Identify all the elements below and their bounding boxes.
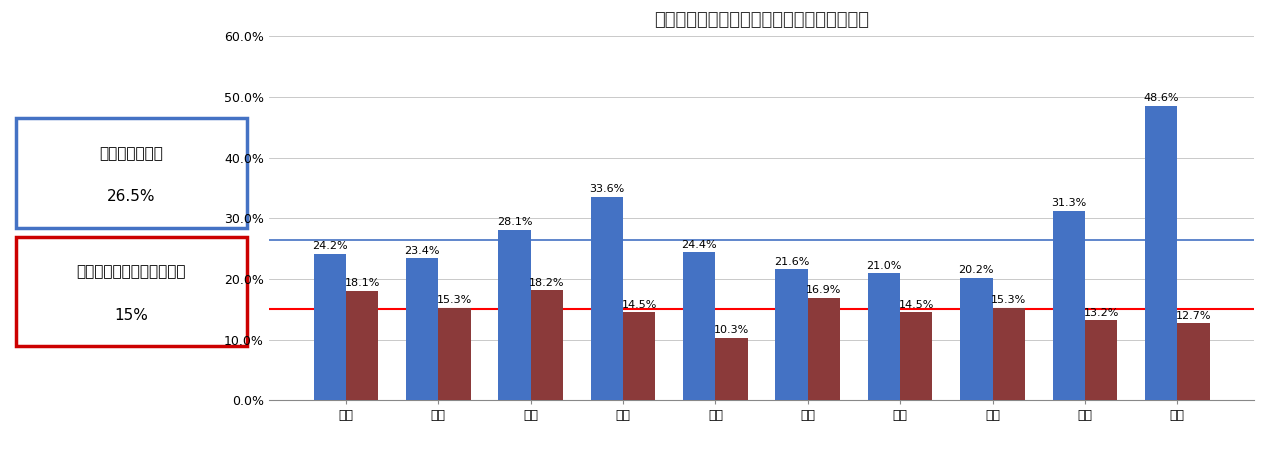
Text: 21.6%: 21.6% (774, 257, 809, 267)
Text: 20.2%: 20.2% (959, 265, 995, 275)
Text: 24.4%: 24.4% (681, 240, 717, 250)
Bar (346, 291, 379, 400)
Bar (1085, 320, 1117, 400)
Text: 10.3%: 10.3% (714, 325, 749, 335)
Bar (623, 313, 655, 400)
Bar (808, 298, 840, 400)
Text: 14.5%: 14.5% (899, 300, 934, 310)
Title: 各小学校区の高齢化率と一人暮らし高齢者率: 各小学校区の高齢化率と一人暮らし高齢者率 (654, 11, 869, 29)
Text: 21.0%: 21.0% (867, 261, 901, 271)
Bar (438, 308, 471, 400)
Bar (716, 338, 748, 400)
Bar (590, 197, 623, 400)
Bar (314, 253, 346, 400)
Bar (1144, 106, 1178, 400)
Text: 13.2%: 13.2% (1083, 308, 1119, 318)
Bar (868, 273, 900, 400)
Bar (776, 269, 808, 400)
Text: 23.4%: 23.4% (404, 246, 440, 256)
Bar (960, 278, 992, 400)
Text: 15.3%: 15.3% (991, 295, 1027, 305)
Text: 28.1%: 28.1% (497, 217, 532, 228)
Text: 26.5%: 26.5% (108, 189, 155, 204)
Bar (531, 290, 563, 400)
Bar (684, 253, 716, 400)
Text: 15.3%: 15.3% (436, 295, 472, 305)
Bar (406, 258, 438, 400)
Text: 岡山市高齢化率: 岡山市高齢化率 (100, 146, 163, 161)
Text: 12.7%: 12.7% (1176, 311, 1211, 321)
Bar (1178, 324, 1210, 400)
Text: 15%: 15% (114, 308, 148, 323)
Text: 18.2%: 18.2% (529, 278, 564, 288)
Bar (1052, 211, 1085, 400)
Bar (992, 308, 1025, 400)
Text: 24.2%: 24.2% (312, 241, 348, 251)
Bar (498, 230, 531, 400)
Text: 33.6%: 33.6% (589, 184, 625, 194)
Text: 48.6%: 48.6% (1143, 93, 1179, 103)
Text: 14.5%: 14.5% (622, 300, 657, 310)
Bar (900, 313, 933, 400)
Text: 16.9%: 16.9% (806, 285, 842, 295)
Text: 18.1%: 18.1% (344, 278, 380, 288)
Text: 31.3%: 31.3% (1051, 198, 1087, 208)
FancyBboxPatch shape (15, 118, 247, 228)
FancyBboxPatch shape (15, 237, 247, 346)
Text: 岡山市一人暮らし高齢者率: 岡山市一人暮らし高齢者率 (77, 264, 186, 279)
